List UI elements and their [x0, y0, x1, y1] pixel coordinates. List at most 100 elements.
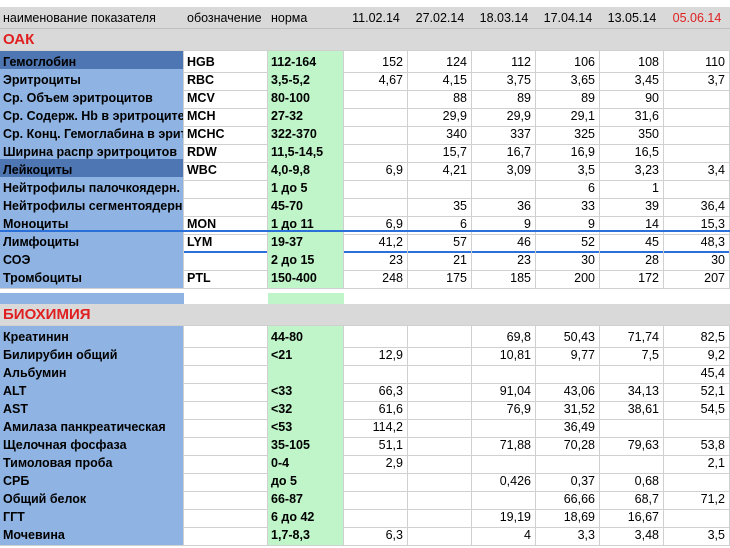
- value-cell[interactable]: [408, 398, 472, 420]
- header-date-cell[interactable]: 11.02.14: [344, 7, 408, 29]
- value-cell[interactable]: 337: [472, 123, 536, 145]
- value-cell[interactable]: 29,9: [472, 105, 536, 127]
- value-cell[interactable]: 7,5: [600, 344, 664, 366]
- value-cell[interactable]: 3,5: [664, 524, 730, 546]
- indicator-code-cell[interactable]: [184, 177, 268, 199]
- section-cell[interactable]: [600, 304, 664, 326]
- section-cell[interactable]: [344, 304, 408, 326]
- value-cell[interactable]: 3,23: [600, 159, 664, 181]
- value-cell[interactable]: 152: [344, 51, 408, 73]
- value-cell[interactable]: [408, 380, 472, 402]
- value-cell[interactable]: 89: [472, 87, 536, 109]
- indicator-name-cell[interactable]: Мочевина: [0, 524, 184, 546]
- value-cell[interactable]: 4,21: [408, 159, 472, 181]
- value-cell[interactable]: 3,65: [536, 69, 600, 91]
- value-cell[interactable]: [408, 434, 472, 456]
- value-cell[interactable]: 18,69: [536, 506, 600, 528]
- value-cell[interactable]: 0,37: [536, 470, 600, 492]
- value-cell[interactable]: 23: [344, 249, 408, 271]
- header-code-cell[interactable]: обозначение: [184, 7, 268, 29]
- value-cell[interactable]: [408, 488, 472, 510]
- value-cell[interactable]: [408, 344, 472, 366]
- value-cell[interactable]: 43,06: [536, 380, 600, 402]
- indicator-code-cell[interactable]: [184, 380, 268, 402]
- norm-cell[interactable]: 1,7-8,3: [268, 524, 344, 546]
- section-bio-title[interactable]: БИОХИМИЯ: [0, 304, 184, 326]
- value-cell[interactable]: [344, 177, 408, 199]
- value-cell[interactable]: 16,9: [536, 141, 600, 163]
- indicator-code-cell[interactable]: [184, 416, 268, 438]
- value-cell[interactable]: 16,5: [600, 141, 664, 163]
- indicator-name-cell[interactable]: Ср. Содерж. Hb в эритроците: [0, 105, 184, 127]
- value-cell[interactable]: 4,15: [408, 69, 472, 91]
- header-date-cell[interactable]: 27.02.14: [408, 7, 472, 29]
- header-date-cell[interactable]: 18.03.14: [472, 7, 536, 29]
- indicator-code-cell[interactable]: [184, 326, 268, 348]
- value-cell[interactable]: [472, 452, 536, 474]
- section-oak-title[interactable]: ОАК: [0, 29, 184, 51]
- value-cell[interactable]: 70,28: [536, 434, 600, 456]
- value-cell[interactable]: 172: [600, 267, 664, 289]
- indicator-code-cell[interactable]: [184, 524, 268, 546]
- indicator-name-cell[interactable]: Ширина распр эритроцитов: [0, 141, 184, 163]
- section-cell[interactable]: [600, 29, 664, 51]
- indicator-code-cell[interactable]: [184, 362, 268, 384]
- value-cell[interactable]: 30: [536, 249, 600, 271]
- indicator-code-cell[interactable]: [184, 452, 268, 474]
- norm-cell[interactable]: 35-105: [268, 434, 344, 456]
- value-cell[interactable]: 88: [408, 87, 472, 109]
- value-cell[interactable]: 9: [472, 213, 536, 235]
- value-cell[interactable]: [344, 123, 408, 145]
- section-cell[interactable]: [664, 304, 730, 326]
- value-cell[interactable]: 175: [408, 267, 472, 289]
- value-cell[interactable]: 79,63: [600, 434, 664, 456]
- value-cell[interactable]: [344, 141, 408, 163]
- value-cell[interactable]: 41,2: [344, 231, 408, 253]
- value-cell[interactable]: 34,13: [600, 380, 664, 402]
- norm-cell[interactable]: <33: [268, 380, 344, 402]
- value-cell[interactable]: 3,3: [536, 524, 600, 546]
- header-norm-cell[interactable]: норма: [268, 7, 344, 29]
- indicator-code-cell[interactable]: HGB: [184, 51, 268, 73]
- value-cell[interactable]: [600, 362, 664, 384]
- value-cell[interactable]: [344, 105, 408, 127]
- value-cell[interactable]: [472, 362, 536, 384]
- value-cell[interactable]: 89: [536, 87, 600, 109]
- value-cell[interactable]: [472, 177, 536, 199]
- value-cell[interactable]: 108: [600, 51, 664, 73]
- indicator-name-cell[interactable]: Нейтрофилы палочкоядерн.: [0, 177, 184, 199]
- norm-cell[interactable]: 2 до 15: [268, 249, 344, 271]
- indicator-name-cell[interactable]: Лимфоциты: [0, 231, 184, 253]
- indicator-code-cell[interactable]: LYM: [184, 231, 268, 253]
- value-cell[interactable]: 61,6: [344, 398, 408, 420]
- header-date-cell[interactable]: 17.04.14: [536, 7, 600, 29]
- value-cell[interactable]: 71,74: [600, 326, 664, 348]
- indicator-code-cell[interactable]: [184, 470, 268, 492]
- value-cell[interactable]: [344, 470, 408, 492]
- value-cell[interactable]: 12,9: [344, 344, 408, 366]
- value-cell[interactable]: 350: [600, 123, 664, 145]
- value-cell[interactable]: 69,8: [472, 326, 536, 348]
- value-cell[interactable]: [408, 506, 472, 528]
- value-cell[interactable]: 6,9: [344, 213, 408, 235]
- value-cell[interactable]: 38,61: [600, 398, 664, 420]
- value-cell[interactable]: [472, 416, 536, 438]
- value-cell[interactable]: 112: [472, 51, 536, 73]
- value-cell[interactable]: 23: [472, 249, 536, 271]
- indicator-code-cell[interactable]: [184, 344, 268, 366]
- value-cell[interactable]: 71,88: [472, 434, 536, 456]
- value-cell[interactable]: 185: [472, 267, 536, 289]
- section-cell[interactable]: [408, 304, 472, 326]
- value-cell[interactable]: [408, 470, 472, 492]
- value-cell[interactable]: 21: [408, 249, 472, 271]
- indicator-code-cell[interactable]: MON: [184, 213, 268, 235]
- value-cell[interactable]: 3,48: [600, 524, 664, 546]
- value-cell[interactable]: 6: [536, 177, 600, 199]
- indicator-code-cell[interactable]: MCHC: [184, 123, 268, 145]
- value-cell[interactable]: 9: [536, 213, 600, 235]
- value-cell[interactable]: 76,9: [472, 398, 536, 420]
- value-cell[interactable]: 9,77: [536, 344, 600, 366]
- value-cell[interactable]: [408, 416, 472, 438]
- header-name-cell[interactable]: наименование показателя: [0, 7, 184, 29]
- value-cell[interactable]: 207: [664, 267, 730, 289]
